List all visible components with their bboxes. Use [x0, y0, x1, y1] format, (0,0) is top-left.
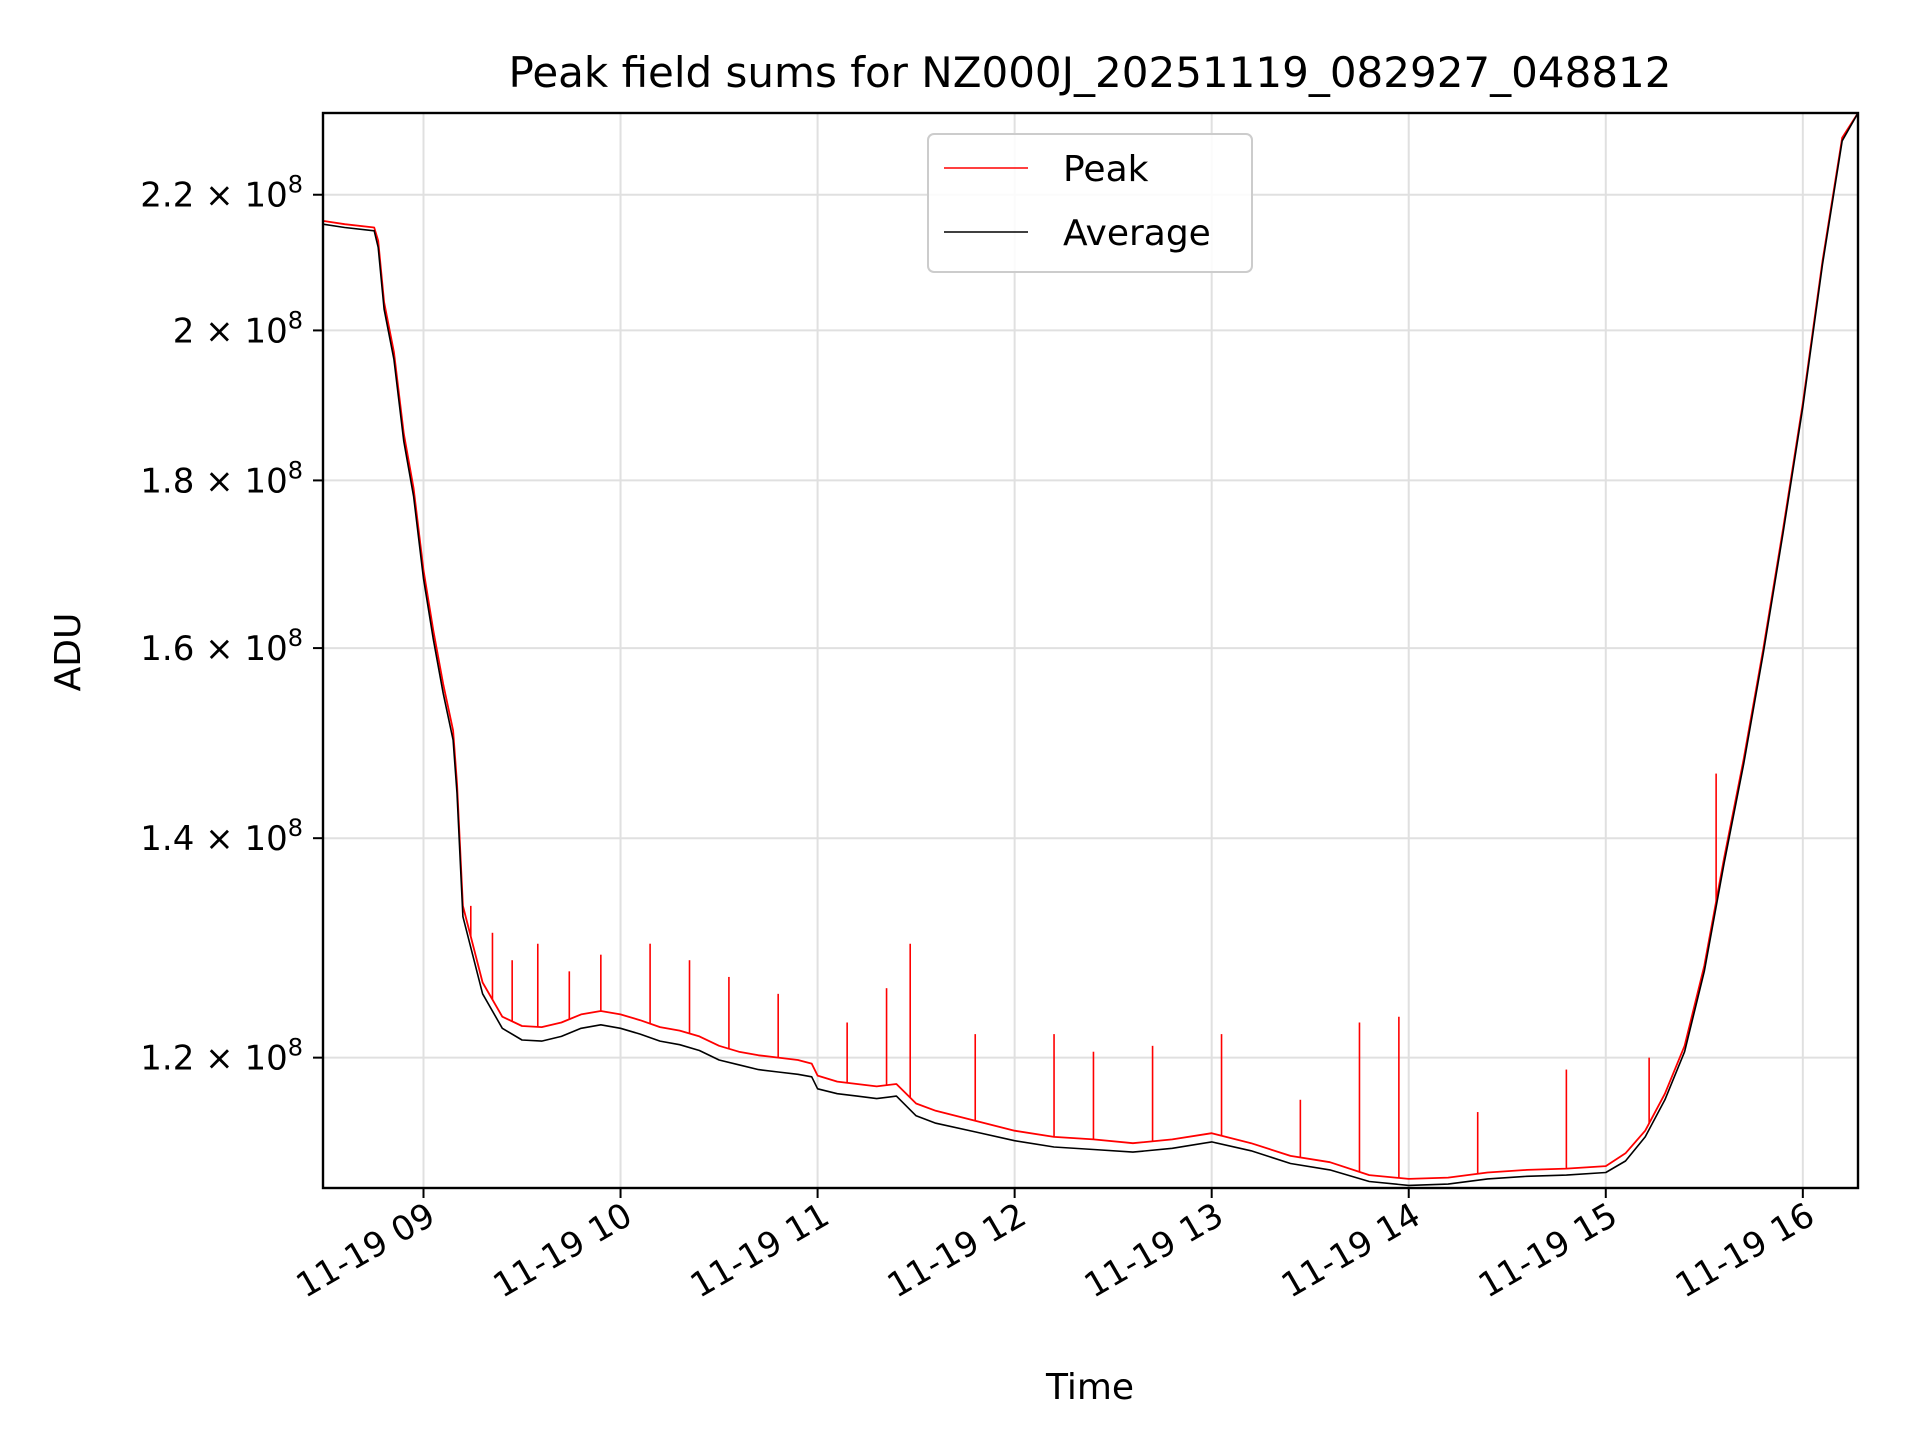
y-tick-label: 2.2 × 108	[140, 171, 303, 216]
y-tick-label: 1.2 × 108	[140, 1034, 303, 1079]
plot-frame	[321, 111, 1860, 1190]
y-tick-label: 2 × 108	[173, 306, 303, 351]
legend-average-label: Average	[1063, 213, 1211, 254]
y-tick-label: 1.6 × 108	[140, 624, 303, 669]
legend: Peak Average	[927, 133, 1253, 273]
x-axis-label: Time	[1045, 1367, 1134, 1408]
series-line-average	[323, 113, 1858, 1187]
y-axis-label: ADU	[48, 613, 89, 692]
y-tick-label: 1.8 × 108	[140, 456, 303, 501]
y-axis: 1.2 × 108 1.4 × 108 1.6 × 108 1.8 × 108 2 × …	[140, 171, 323, 1079]
chart-title: Peak field sums for NZ000J_20251119_0829…	[509, 48, 1672, 97]
legend-peak-label: Peak	[1063, 149, 1149, 190]
series-layer	[323, 113, 1858, 1187]
y-tick-label: 1.4 × 108	[140, 814, 303, 859]
